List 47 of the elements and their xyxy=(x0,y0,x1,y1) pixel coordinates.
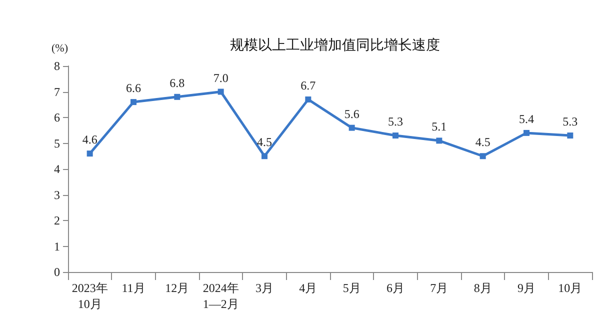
data-label: 5.1 xyxy=(432,120,447,134)
y-tick-label: 5 xyxy=(54,136,60,150)
point xyxy=(262,153,268,160)
point xyxy=(305,96,312,102)
data-label: 5.4 xyxy=(519,112,534,126)
data-label: 6.6 xyxy=(126,81,141,96)
point xyxy=(130,99,136,106)
y-tick-label: 2 xyxy=(54,214,60,228)
y-tick-label: 4 xyxy=(54,162,60,176)
x-tick-label: 12月 xyxy=(165,281,190,295)
y-tick-label: 6 xyxy=(54,110,60,124)
data-label: 7.0 xyxy=(213,70,228,85)
y-tick-label: 7 xyxy=(54,84,60,99)
point xyxy=(218,88,224,95)
x-tick-label: 2023年 10月 xyxy=(72,281,108,311)
data-label: 5.3 xyxy=(388,114,403,129)
data-label: 4.6 xyxy=(82,132,98,147)
data-label: 5.3 xyxy=(562,114,578,129)
data-label: 6.8 xyxy=(170,76,185,90)
point xyxy=(392,132,398,139)
point xyxy=(436,138,442,144)
x-tick-label: 9月 xyxy=(518,281,536,295)
x-tick-label: 6月 xyxy=(386,281,404,295)
data-label: 5.6 xyxy=(344,106,360,121)
y-tick-label: 8 xyxy=(54,59,60,73)
y-tick-label: 3 xyxy=(54,188,60,202)
point xyxy=(174,94,180,100)
x-tick-label: 4月 xyxy=(299,281,318,295)
point xyxy=(348,124,355,131)
x-tick-label: 8月 xyxy=(474,281,492,295)
data-label: 6.7 xyxy=(300,78,316,92)
point xyxy=(567,132,574,139)
data-label: 4.5 xyxy=(257,135,272,150)
y-tick-label: 1 xyxy=(54,239,60,254)
x-tick-label: 10月 xyxy=(558,281,582,295)
point xyxy=(524,130,530,136)
y-axis-title: (%) xyxy=(52,42,68,54)
y-tick-label: 0 xyxy=(54,265,60,279)
x-tick-label: 7月 xyxy=(430,281,448,295)
point xyxy=(480,153,486,160)
x-tick-label: 3月 xyxy=(256,281,274,295)
x-tick-label: 11月 xyxy=(122,281,146,295)
chart-title: 规模以上工业增加值同比增长速度 xyxy=(230,38,440,54)
point xyxy=(86,150,93,157)
x-tick-label: 2024年 1—2月 xyxy=(202,281,239,311)
x-tick-label: 5月 xyxy=(342,281,361,295)
data-label: 4.5 xyxy=(475,135,490,150)
